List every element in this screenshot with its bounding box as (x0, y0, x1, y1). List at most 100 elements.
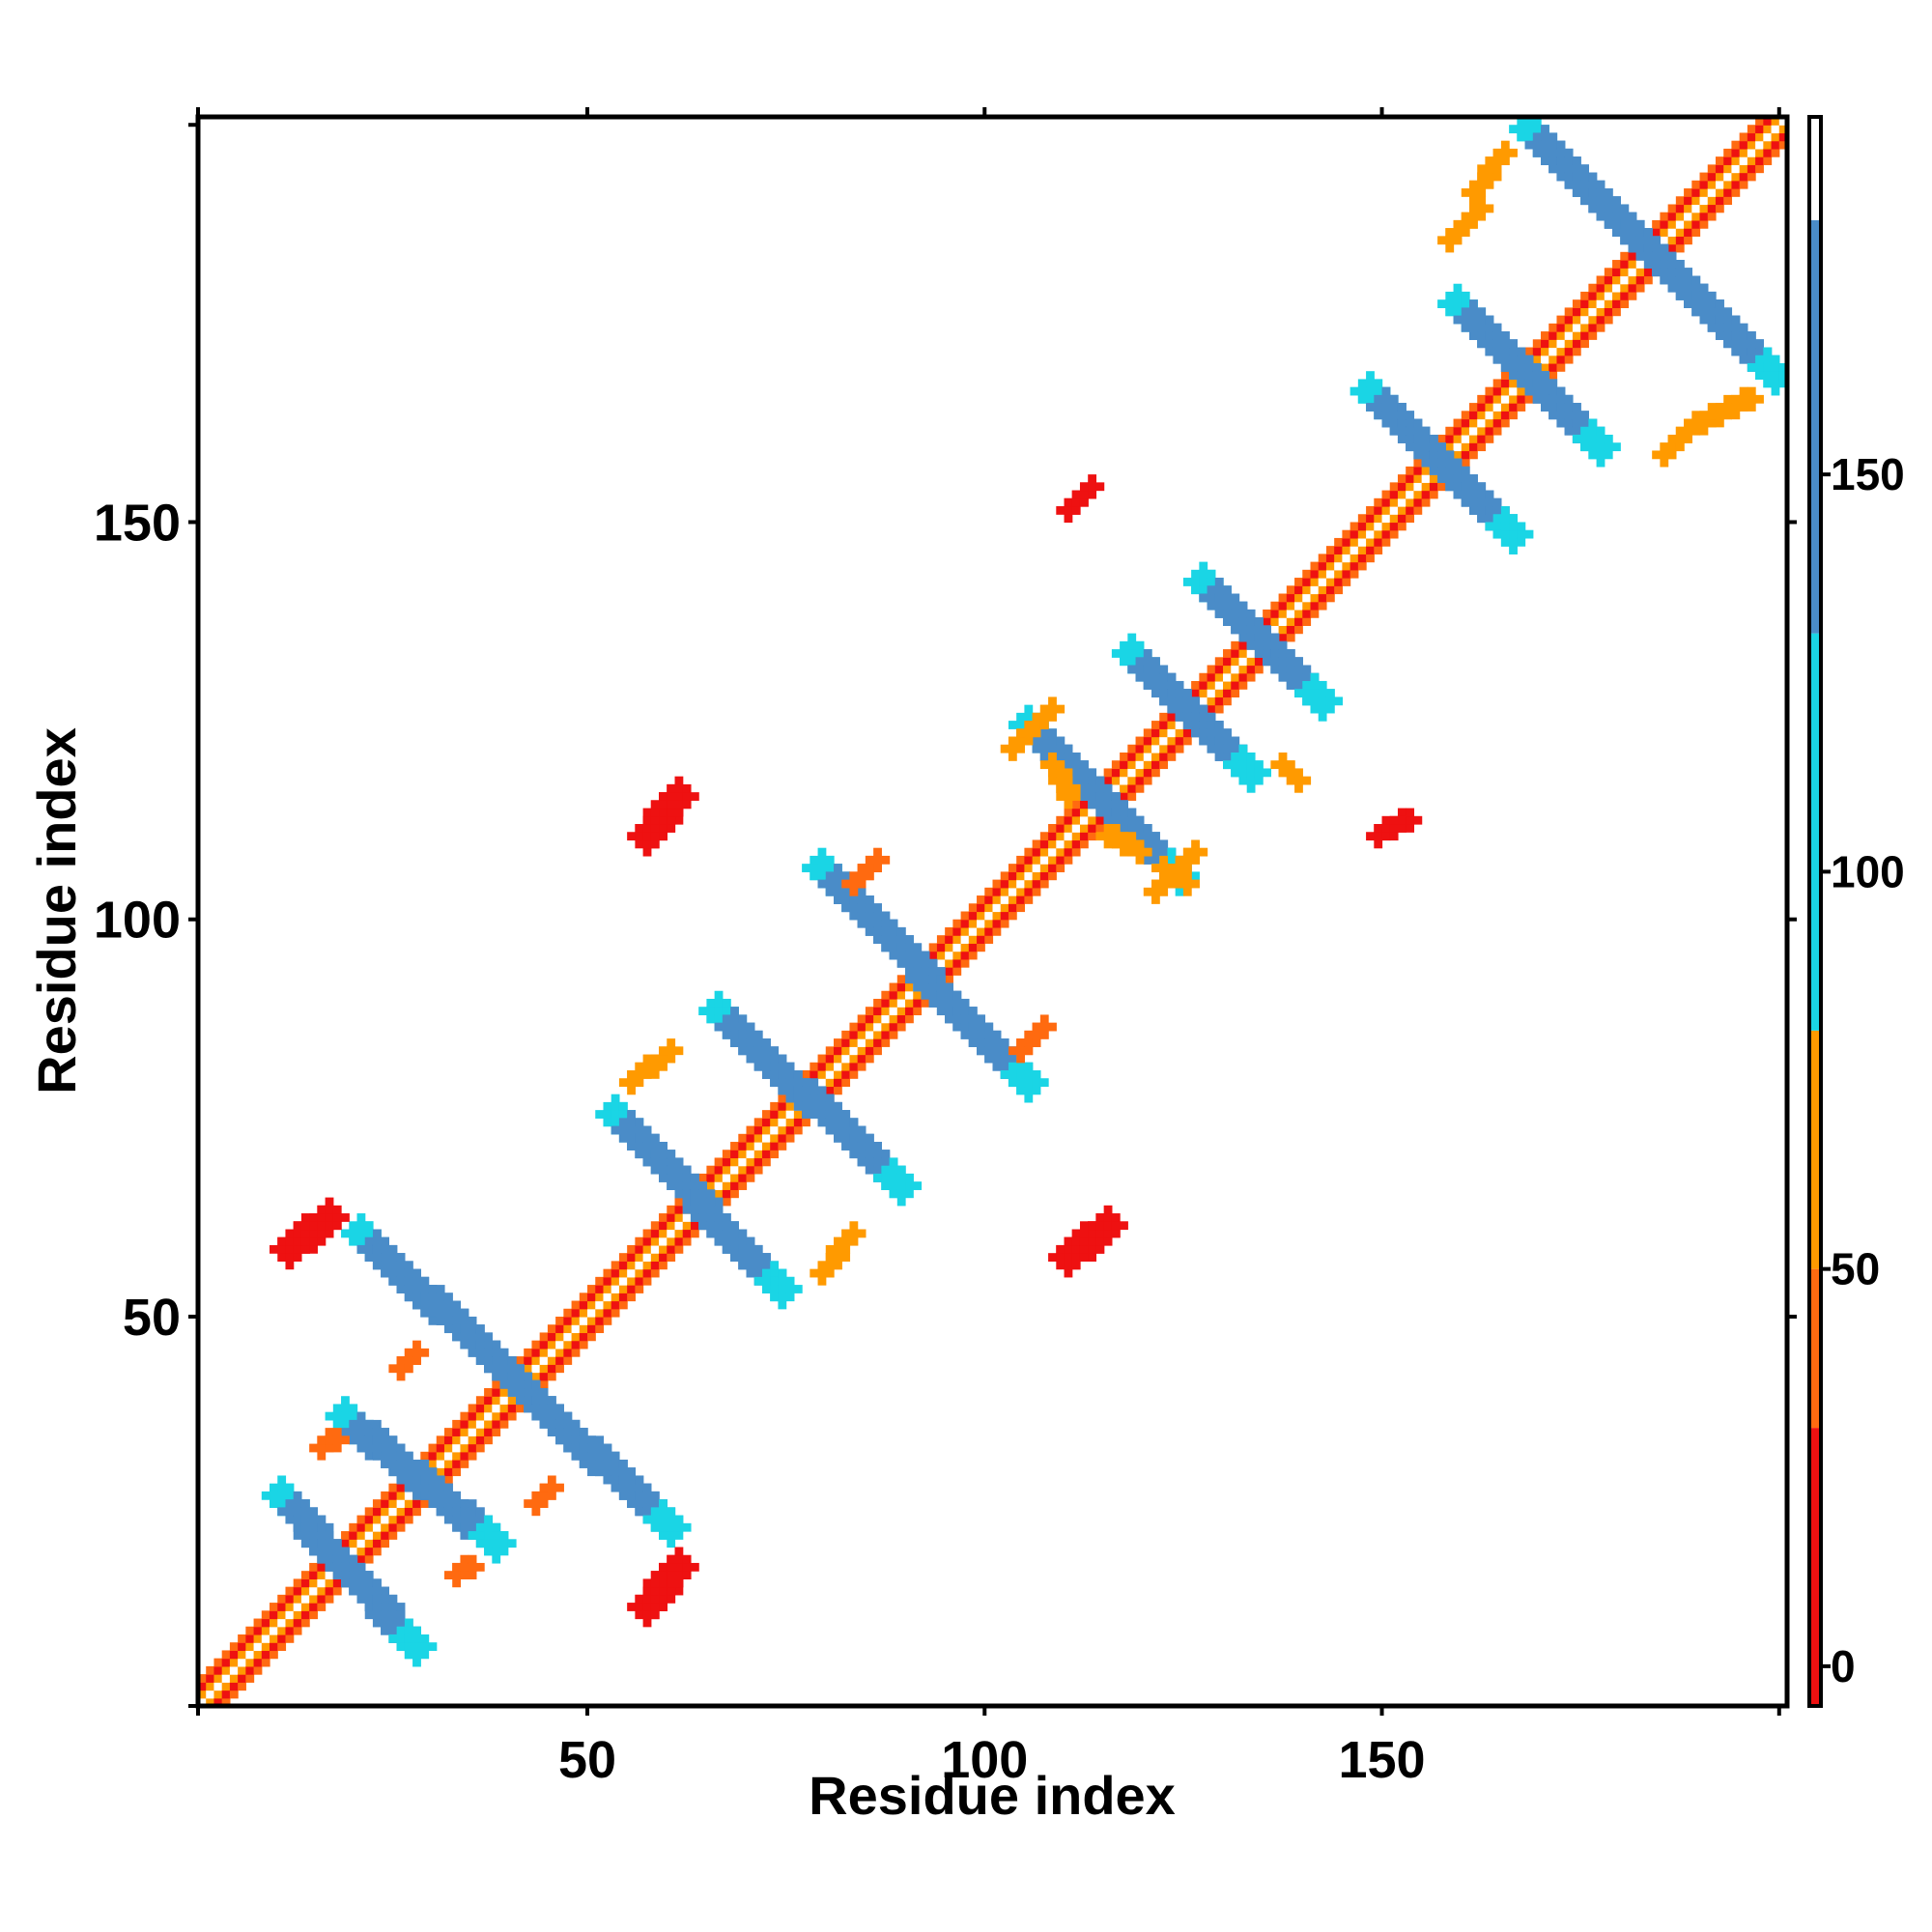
strand-pair-cell (1413, 426, 1423, 436)
strand-pair-cell (1500, 514, 1510, 524)
diagonal-cell (746, 1125, 755, 1135)
strand-pair-cell (746, 1046, 755, 1056)
diagonal-cell (1699, 196, 1709, 206)
strand-pair-cell (834, 895, 842, 904)
strand-pair-cell (1199, 593, 1208, 603)
strand-pair-cell (738, 1253, 748, 1262)
strand-pair-cell (928, 958, 938, 968)
strand-pair-cell (722, 1244, 731, 1254)
strand-pair-cell (595, 1467, 605, 1477)
strand-pair-cell (810, 1078, 819, 1088)
diagonal-cell (1342, 537, 1351, 547)
strand-pair-cell (1111, 649, 1121, 658)
strand-pair-cell (579, 1435, 588, 1445)
strand-pair-cell (770, 1285, 780, 1293)
strand-pair-cell (1286, 665, 1295, 674)
strand-pair-cell (889, 1165, 898, 1175)
strand-pair-cell (1556, 140, 1566, 150)
diagonal-cell (277, 1594, 287, 1604)
strand-pair-cell (1532, 394, 1542, 404)
strand-pair-cell (396, 1460, 406, 1468)
diagonal-cell (1223, 672, 1232, 682)
diagonal-cell (396, 1491, 406, 1500)
diagonal-cell (1350, 561, 1359, 571)
diagonal-cell (1778, 125, 1788, 134)
strand-pair-cell (1485, 506, 1494, 515)
strand-pair-cell (396, 1634, 406, 1643)
diagonal-cell (945, 967, 953, 976)
diagonal-cell (1159, 744, 1169, 753)
diagonal-cell (1111, 776, 1121, 785)
diagonal-cell (206, 1665, 215, 1675)
strand-pair-cell (325, 1531, 334, 1540)
diagonal-cell (372, 1499, 382, 1508)
strand-pair-cell (293, 1531, 302, 1540)
strand-pair-cell (452, 1300, 462, 1310)
strand-pair-cell (1167, 696, 1177, 706)
strand-pair-cell (420, 1276, 430, 1286)
diagonal-cell (285, 1586, 295, 1596)
strand-pair-cell (810, 1110, 819, 1119)
strand-pair-cell (1366, 371, 1375, 381)
strand-pair-cell (499, 1531, 509, 1540)
strand-pair-cell (364, 1244, 374, 1254)
strand-pair-cell (738, 1236, 748, 1246)
strand-pair-cell (793, 1078, 803, 1088)
strand-pair-cell (1214, 753, 1224, 761)
strand-pair-cell (834, 1101, 842, 1111)
strand-pair-cell (1643, 228, 1653, 237)
strand-pair-cell (1532, 379, 1542, 388)
strand-pair-cell (674, 1173, 684, 1182)
diagonal-cell (238, 1634, 246, 1643)
strand-pair-cell (1612, 219, 1621, 229)
strand-pair-cell (1580, 196, 1589, 206)
diagonal-cell (221, 1690, 231, 1699)
diagonal-cell (1048, 847, 1057, 857)
strand-pair-cell (277, 1507, 287, 1517)
diagonal-cell (571, 1300, 581, 1310)
diagonal-cell (1039, 839, 1049, 849)
diagonal-cell (627, 1253, 636, 1262)
diagonal-cell (1628, 283, 1637, 293)
strand-pair-cell (936, 990, 946, 1000)
diagonal-cell (1492, 403, 1502, 412)
strand-pair-cell (1564, 156, 1574, 165)
strand-pair-cell (1008, 1078, 1017, 1088)
diagonal-cell (968, 951, 978, 960)
diagonal-cell (889, 990, 898, 1000)
strand-pair-cell (659, 1531, 668, 1540)
strand-pair-cell (1667, 251, 1677, 261)
strand-pair-cell (834, 1125, 842, 1135)
strand-pair-cell (1509, 529, 1518, 539)
strand-pair-cell (436, 1483, 445, 1492)
diagonal-cell (1675, 219, 1685, 229)
diagonal-cell (968, 919, 978, 928)
diagonal-cell (396, 1522, 406, 1532)
strand-pair-cell (1135, 672, 1145, 682)
strand-pair-cell (1500, 522, 1510, 531)
strand-pair-cell (1175, 704, 1184, 714)
strand-pair-cell (881, 1150, 891, 1159)
strand-pair-cell (834, 871, 842, 881)
strand-pair-cell (452, 1324, 462, 1334)
strand-pair-cell (714, 1213, 724, 1222)
diagonal-cell (881, 1014, 891, 1024)
diagonal-cell (1143, 728, 1152, 738)
strand-pair-cell (1596, 196, 1605, 206)
strand-pair-cell (555, 1404, 564, 1413)
strand-pair-cell (381, 1626, 389, 1635)
strand-pair-cell (1660, 260, 1669, 269)
diagonal-cell (1596, 291, 1605, 300)
diagonal-cell (889, 998, 898, 1008)
diagonal-cell (300, 1618, 310, 1628)
strand-pair-cell (968, 1014, 978, 1024)
strand-pair-cell (1143, 657, 1152, 667)
strand-pair-cell (1111, 808, 1121, 817)
diagonal-cell (889, 1014, 898, 1024)
strand-pair-cell (690, 1181, 699, 1190)
diagonal-cell (1778, 132, 1788, 142)
diagonal-cell (300, 1586, 310, 1596)
strand-pair-cell (1532, 148, 1542, 157)
diagonal-cell (475, 1443, 485, 1453)
strand-pair-cell (1684, 291, 1692, 300)
